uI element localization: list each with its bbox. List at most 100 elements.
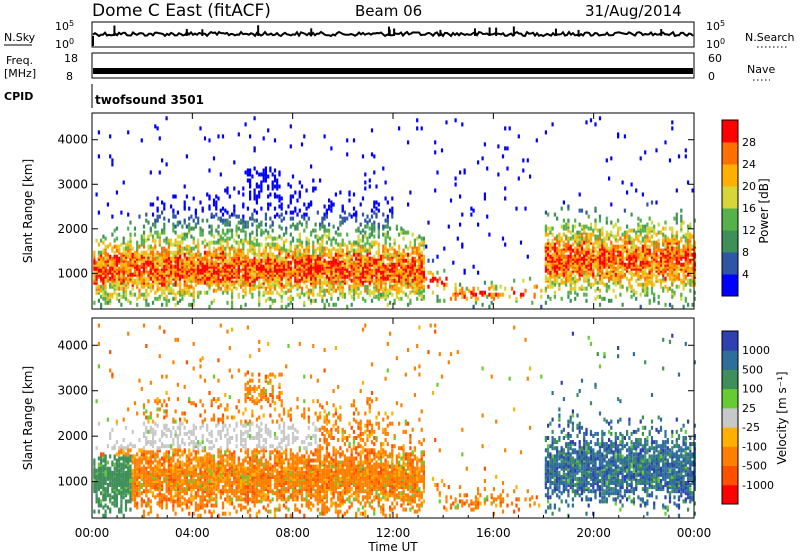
echo-cell <box>294 268 297 273</box>
echo-cell <box>368 276 371 281</box>
echo-cell <box>226 228 229 233</box>
echo-cell <box>145 238 148 243</box>
echo-cell <box>646 250 649 255</box>
echo-cell <box>637 270 640 275</box>
echo-cell <box>115 296 118 301</box>
echo-cell <box>217 134 220 139</box>
echo-cell <box>181 246 184 251</box>
echo-cell <box>556 270 559 275</box>
echo-cell <box>192 290 195 295</box>
power-colorbar-label: Power [dB] <box>757 178 771 243</box>
echo-cell <box>127 260 130 265</box>
echo-cell <box>188 250 191 255</box>
echo-cell <box>93 470 96 475</box>
echo-cell <box>235 240 238 245</box>
echo-cell <box>578 192 581 197</box>
echo-cell <box>355 250 358 255</box>
echo-cell <box>158 170 161 175</box>
echo-cell <box>463 290 466 295</box>
echo-cell <box>219 172 222 177</box>
echo-cell <box>233 186 236 191</box>
echo-cell <box>413 290 416 295</box>
echo-cell <box>145 288 148 293</box>
echo-cell <box>366 224 369 229</box>
echo-cell <box>93 489 96 494</box>
echo-cell <box>621 250 624 255</box>
echo-cell <box>549 278 552 283</box>
echo-cell <box>161 158 164 163</box>
echo-cell <box>623 208 626 213</box>
echo-cell <box>337 296 340 301</box>
echo-cell <box>560 278 563 283</box>
echo-cell <box>592 252 595 257</box>
echo-cell <box>657 278 660 283</box>
echo-cell <box>269 192 272 197</box>
echo-cell <box>217 238 220 243</box>
echo-cell <box>524 206 527 211</box>
echo-cell <box>551 232 554 237</box>
echo-cell <box>224 250 227 255</box>
echo-cell <box>334 230 337 235</box>
echo-cell <box>217 224 220 229</box>
echo-cell <box>217 280 220 285</box>
echo-cell <box>328 232 331 237</box>
echo-cell <box>569 250 572 255</box>
echo-cell <box>391 246 394 251</box>
echo-cell <box>321 224 324 229</box>
echo-cell <box>655 200 658 205</box>
echo-cell <box>364 172 367 177</box>
echo-cell <box>361 296 365 301</box>
echo-cell <box>124 246 128 251</box>
echo-cell <box>499 292 502 297</box>
echo-cell <box>325 288 328 293</box>
echo-cell <box>226 210 229 215</box>
echo-cell <box>630 228 633 233</box>
echo-cell <box>260 172 263 177</box>
echo-cell <box>158 286 161 291</box>
echo-cell <box>224 222 227 227</box>
echo-cell <box>549 270 552 275</box>
echo-cell <box>183 184 186 189</box>
echo-cell <box>359 244 362 249</box>
echo-cell <box>310 254 313 259</box>
echo-cell <box>691 234 694 239</box>
echo-cell <box>260 220 263 225</box>
echo-cell <box>303 252 306 257</box>
echo-cell <box>565 242 568 247</box>
echo-cell <box>603 282 606 287</box>
echo-cell <box>431 290 435 295</box>
echo-cell <box>366 220 369 225</box>
echo-cell <box>154 252 157 257</box>
echo-cell <box>377 222 380 227</box>
echo-cell <box>282 260 286 265</box>
echo-cell <box>176 256 179 261</box>
echo-cell <box>395 252 398 257</box>
echo-cell <box>163 296 166 301</box>
echo-cell <box>280 226 283 231</box>
echo-cell <box>201 206 204 211</box>
echo-cell <box>337 226 340 231</box>
echo-cell <box>461 242 464 247</box>
echo-cell <box>140 250 143 255</box>
echo-cell <box>183 218 186 223</box>
echo-cell <box>176 244 179 249</box>
echo-cell <box>368 288 371 293</box>
echo-cell <box>562 260 565 265</box>
nsearch-lo: 100 <box>706 37 725 51</box>
echo-cell <box>305 250 308 255</box>
echo-cell <box>567 206 570 211</box>
echo-cell <box>115 226 118 231</box>
echo-cell <box>413 286 416 291</box>
echo-cell <box>556 250 559 255</box>
echo-cell <box>515 296 518 301</box>
echo-cell <box>183 236 186 241</box>
echo-cell <box>280 298 283 303</box>
echo-cell <box>671 252 674 257</box>
echo-cell <box>519 294 523 299</box>
echo-cell <box>558 248 561 253</box>
echo-cell <box>185 232 188 237</box>
echo-cell <box>380 260 383 265</box>
echo-cell <box>560 252 563 257</box>
echo-cell <box>138 244 141 249</box>
